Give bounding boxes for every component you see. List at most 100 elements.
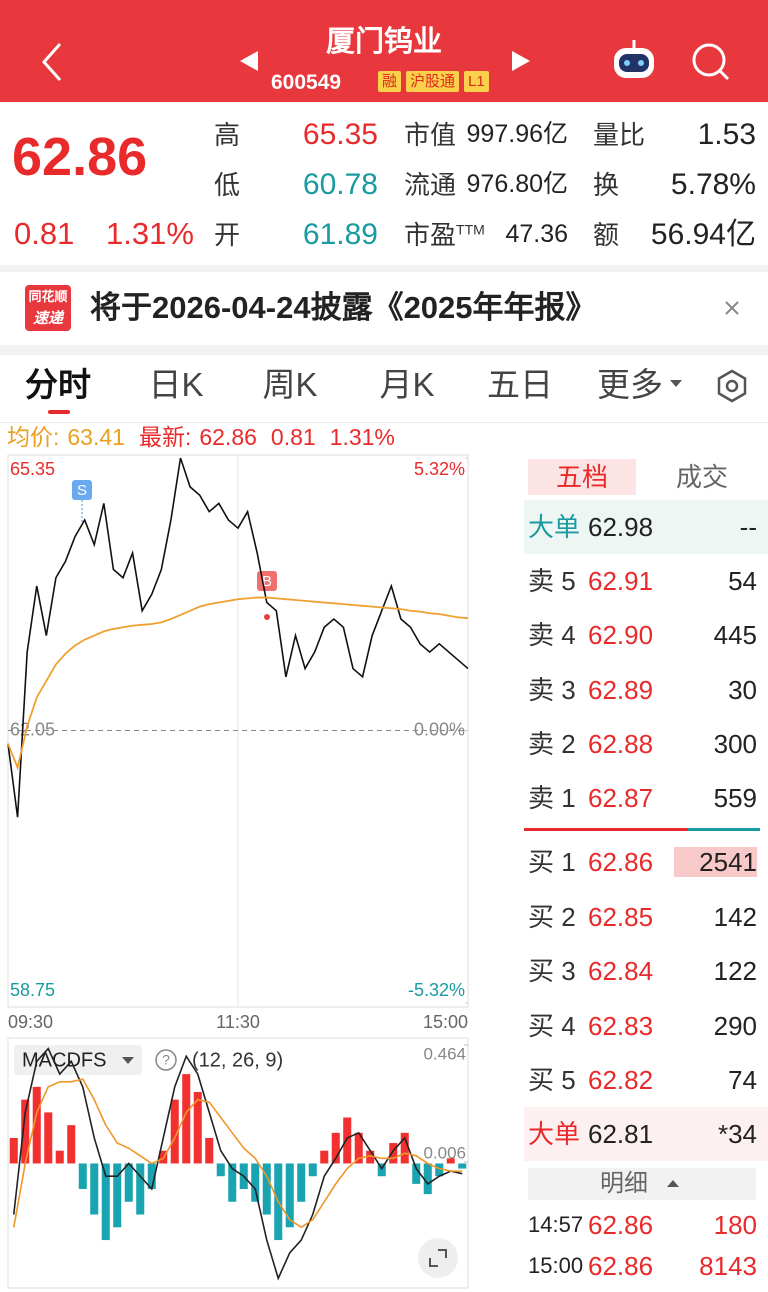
row-price: 62.90 bbox=[588, 620, 654, 651]
search-button[interactable] bbox=[692, 43, 730, 81]
row-volume: 54 bbox=[728, 566, 757, 596]
macd-bar bbox=[32, 1086, 41, 1164]
price: 62.86 bbox=[12, 127, 148, 187]
macd-bar bbox=[147, 1163, 156, 1189]
detail-price: 62.86 bbox=[588, 1251, 654, 1281]
x-tick-label: 09:30 bbox=[8, 1012, 53, 1032]
back-button[interactable] bbox=[41, 43, 62, 81]
macd-bar bbox=[435, 1163, 444, 1177]
stat-label: 换 bbox=[593, 170, 620, 200]
macd-bar bbox=[170, 1099, 179, 1164]
price-line bbox=[7, 457, 469, 818]
book-tab[interactable]: 成交 bbox=[675, 462, 728, 492]
stat-value: 56.94亿 bbox=[650, 218, 756, 251]
stat-value: 997.96亿 bbox=[466, 120, 568, 148]
change-pct: 1.31% bbox=[329, 424, 395, 450]
macd-bar bbox=[101, 1163, 110, 1241]
macd-line bbox=[12, 1047, 463, 1281]
next-stock[interactable] bbox=[512, 51, 530, 71]
stock-name: 厦门钨业 bbox=[325, 26, 442, 58]
row-price: 62.91 bbox=[588, 566, 654, 596]
header-icons bbox=[41, 40, 730, 81]
tag: L1 bbox=[464, 71, 489, 92]
macd-bar bbox=[458, 1163, 467, 1169]
assistant-icon[interactable] bbox=[614, 40, 654, 78]
macd-bar bbox=[228, 1163, 237, 1202]
macd-bar bbox=[9, 1137, 18, 1164]
book-tab[interactable]: 五档 bbox=[555, 462, 608, 492]
detail-title[interactable]: 明细 bbox=[600, 1170, 648, 1197]
row-price: 62.85 bbox=[588, 901, 654, 932]
macd-bar bbox=[389, 1143, 398, 1164]
row-price: 62.82 bbox=[588, 1065, 654, 1095]
prev-stock[interactable] bbox=[240, 51, 258, 71]
y-tick-label: 58.75 bbox=[10, 980, 55, 1000]
help-mark: ? bbox=[162, 1052, 170, 1068]
x-tick-label: 11:30 bbox=[216, 1012, 260, 1032]
latest-label: 最新: bbox=[138, 424, 192, 450]
row-price: 62.83 bbox=[588, 1010, 654, 1041]
price-line bbox=[7, 596, 469, 771]
change: 0.81 bbox=[14, 216, 75, 251]
row-volume: -- bbox=[739, 512, 757, 542]
divider bbox=[0, 345, 768, 355]
y2-tick-label: 0.00% bbox=[414, 719, 465, 739]
indicator-select[interactable] bbox=[14, 1045, 142, 1075]
row-volume: 2541 bbox=[699, 847, 757, 877]
stat-sup: TTM bbox=[456, 221, 485, 238]
macd-bar bbox=[205, 1137, 214, 1164]
macd-frame bbox=[7, 1037, 469, 1289]
tab[interactable]: 日K bbox=[148, 366, 204, 403]
row-volume: 122 bbox=[713, 956, 757, 986]
row-label: 买 1 bbox=[528, 847, 576, 877]
stat-label: 流通 bbox=[404, 170, 457, 200]
change-pct: 1.31% bbox=[106, 216, 194, 251]
tab[interactable]: 更多 bbox=[597, 366, 663, 403]
tags: 融沪股通 L1 bbox=[378, 71, 489, 92]
indicator-params: (12, 26, 9) bbox=[192, 1049, 283, 1071]
row-label: 大单 bbox=[528, 1119, 581, 1149]
y-tick-label: 62.05 bbox=[10, 719, 55, 739]
macd-bar bbox=[136, 1163, 145, 1215]
dropdown-arrow bbox=[670, 380, 682, 387]
tag: 融 bbox=[378, 71, 402, 92]
tab[interactable]: 五日 bbox=[487, 366, 553, 403]
divider bbox=[0, 265, 768, 272]
row-volume: 142 bbox=[713, 901, 757, 932]
divider-teal bbox=[688, 828, 760, 831]
notice-text[interactable]: 将于2026-04-24披露《2025年年报》 bbox=[90, 290, 597, 325]
macd-bar bbox=[412, 1163, 421, 1184]
close-notice[interactable] bbox=[722, 298, 742, 318]
macd-bar bbox=[251, 1163, 260, 1202]
latest: 62.86 bbox=[199, 424, 257, 450]
tab[interactable]: 周K bbox=[262, 366, 318, 403]
macd-bar bbox=[320, 1150, 329, 1164]
row-price: 62.86 bbox=[588, 847, 654, 877]
macd-line bbox=[12, 1078, 463, 1229]
x-tick-label: 15:00 bbox=[423, 1012, 468, 1032]
detail-arrow bbox=[667, 1180, 679, 1187]
row-label: 买 3 bbox=[528, 956, 576, 986]
detail-volume: 180 bbox=[713, 1210, 757, 1240]
row-label: 买 4 bbox=[528, 1010, 576, 1041]
macd-bar bbox=[216, 1163, 225, 1177]
settings[interactable] bbox=[714, 368, 750, 404]
y-tick-label: 0.464 bbox=[423, 1044, 466, 1063]
row-price: 62.98 bbox=[588, 512, 654, 542]
macd-bar bbox=[90, 1163, 99, 1215]
detail-time: 15:00 bbox=[528, 1253, 584, 1278]
avg: 63.41 bbox=[67, 424, 125, 450]
row-price: 62.81 bbox=[588, 1119, 654, 1149]
row-label: 买 2 bbox=[528, 901, 576, 932]
row-label: 买 5 bbox=[528, 1065, 576, 1095]
row-bg bbox=[524, 500, 768, 554]
row-volume: 74 bbox=[728, 1065, 757, 1095]
stat-label: 高 bbox=[214, 120, 241, 150]
row-price: 62.88 bbox=[588, 728, 654, 759]
tab[interactable]: 月K bbox=[379, 366, 435, 403]
y2-tick-label: -5.32% bbox=[408, 980, 465, 1000]
expand-button[interactable] bbox=[418, 1238, 458, 1278]
tab[interactable]: 分时 bbox=[25, 366, 91, 403]
help-icon[interactable] bbox=[155, 1049, 177, 1071]
